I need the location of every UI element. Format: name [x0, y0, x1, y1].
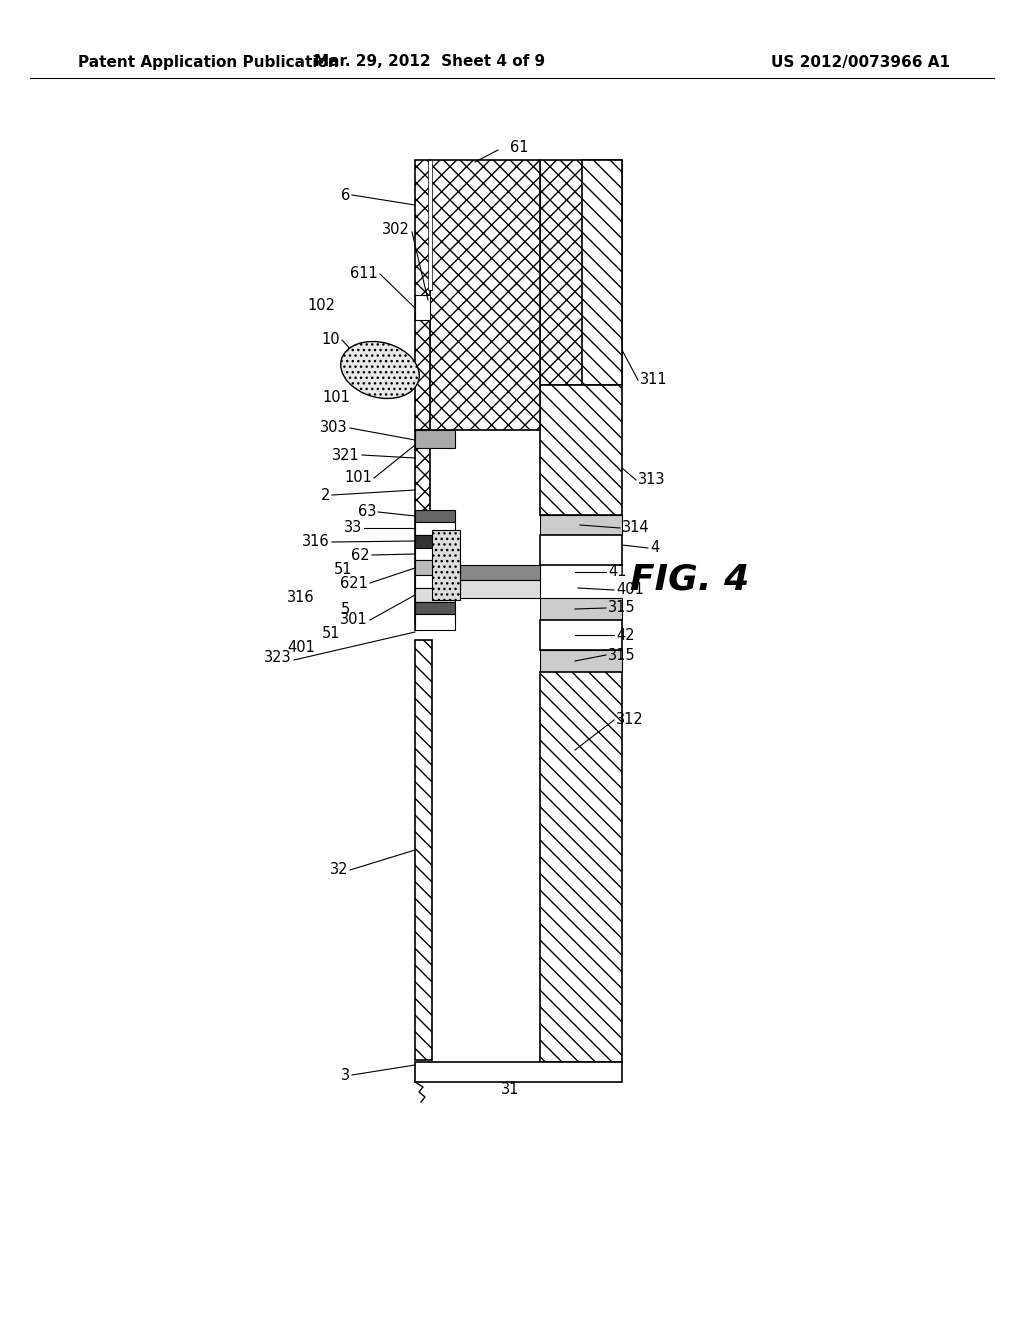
Bar — [415, 160, 430, 430]
Text: 621: 621 — [340, 576, 368, 590]
Text: FIG. 4: FIG. 4 — [631, 564, 750, 597]
Bar — [540, 535, 622, 565]
Text: 323: 323 — [264, 651, 292, 665]
Bar — [415, 430, 430, 630]
Text: 313: 313 — [638, 473, 666, 487]
Bar — [428, 160, 432, 290]
Bar — [415, 521, 455, 535]
Text: 10: 10 — [322, 333, 340, 347]
Text: 303: 303 — [321, 421, 348, 436]
Text: 31: 31 — [501, 1082, 519, 1097]
Text: 42: 42 — [616, 627, 635, 643]
Text: 311: 311 — [640, 372, 668, 388]
Text: 51: 51 — [322, 626, 340, 640]
Bar — [540, 672, 622, 1063]
Text: 315: 315 — [608, 648, 636, 663]
Text: 51: 51 — [334, 562, 352, 578]
Bar — [460, 565, 540, 579]
Text: 312: 312 — [616, 713, 644, 727]
Bar — [415, 640, 432, 1060]
Text: Mar. 29, 2012  Sheet 4 of 9: Mar. 29, 2012 Sheet 4 of 9 — [314, 54, 546, 70]
Bar — [415, 430, 455, 447]
Bar — [415, 294, 430, 319]
Bar — [540, 649, 622, 672]
Text: 101: 101 — [323, 391, 350, 405]
Bar — [415, 510, 455, 521]
Bar — [540, 515, 622, 535]
Bar — [415, 602, 455, 614]
Text: 316: 316 — [302, 535, 330, 549]
Text: Patent Application Publication: Patent Application Publication — [78, 54, 339, 70]
Text: 101: 101 — [344, 470, 372, 486]
Bar — [415, 535, 455, 548]
Text: 302: 302 — [382, 223, 410, 238]
Text: 3: 3 — [341, 1068, 350, 1082]
Bar — [540, 598, 622, 620]
Text: US 2012/0073966 A1: US 2012/0073966 A1 — [771, 54, 950, 70]
Text: 33: 33 — [344, 520, 362, 536]
Text: 102: 102 — [340, 360, 368, 375]
Text: 321: 321 — [332, 447, 360, 462]
Text: 61: 61 — [510, 140, 528, 156]
Text: 316: 316 — [288, 590, 315, 605]
Bar — [415, 576, 455, 587]
Text: 32: 32 — [330, 862, 348, 878]
Text: 6: 6 — [341, 187, 350, 202]
Text: 401: 401 — [287, 639, 315, 655]
Text: 63: 63 — [357, 504, 376, 520]
Text: 315: 315 — [608, 601, 636, 615]
Bar — [540, 385, 622, 515]
Text: 301: 301 — [340, 612, 368, 627]
Text: 4: 4 — [650, 540, 659, 556]
Bar — [582, 160, 622, 385]
Bar — [460, 579, 540, 598]
Bar — [430, 160, 540, 430]
Text: 314: 314 — [622, 520, 649, 536]
Bar — [540, 620, 622, 649]
Text: 2: 2 — [321, 487, 330, 503]
Bar — [540, 160, 622, 385]
Ellipse shape — [341, 342, 419, 399]
Text: 102: 102 — [307, 297, 335, 313]
Bar — [432, 531, 460, 601]
Text: 41: 41 — [608, 565, 627, 579]
Bar — [415, 548, 455, 560]
Bar — [415, 587, 455, 602]
Text: 401: 401 — [616, 582, 644, 598]
Bar — [415, 614, 455, 630]
Text: 611: 611 — [350, 267, 378, 281]
Text: 62: 62 — [351, 548, 370, 562]
Bar — [415, 1063, 622, 1082]
Bar — [415, 560, 455, 576]
Text: 5: 5 — [341, 602, 350, 616]
